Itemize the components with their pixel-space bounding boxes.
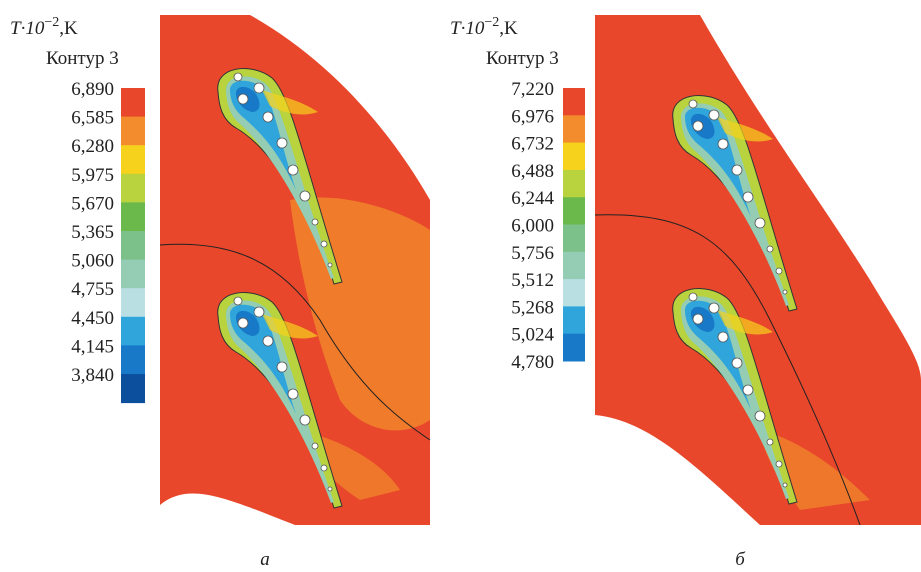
colorbar-label: 5,756 — [511, 243, 554, 264]
colorbar-segment — [563, 142, 585, 171]
colorbar-label: 5,268 — [511, 297, 554, 318]
title-exponent: −2 — [484, 15, 499, 30]
colorbar-label: 5,975 — [71, 165, 114, 186]
colorbar-segment — [563, 88, 585, 116]
colorbar-label: 6,732 — [511, 134, 554, 155]
colorbar-segment — [121, 316, 145, 346]
colorbar-segment — [121, 88, 145, 118]
colorbar-segment — [121, 288, 145, 318]
colorbar-segment — [563, 279, 585, 307]
colorbar-label: 3,840 — [71, 365, 114, 386]
colorbar-segment — [563, 251, 585, 280]
title-unit: ,K — [499, 18, 518, 39]
colorbar-segment — [121, 231, 145, 261]
colorbar-label: 6,890 — [71, 79, 114, 100]
contour-plot — [594, 15, 921, 526]
colorbar-segment — [121, 173, 145, 203]
colorbar-segment — [121, 374, 145, 404]
colorbar-label: 6,000 — [511, 216, 554, 237]
legend-subtitle: Контур 3 — [46, 48, 119, 69]
colorbar-label: 4,780 — [511, 352, 554, 373]
colorbar-segment — [563, 224, 585, 253]
colorbar-label: 5,365 — [71, 222, 114, 243]
colorbar-label: 5,060 — [71, 251, 114, 272]
colorbar-segment — [563, 333, 585, 362]
colorbar-segment — [563, 197, 585, 225]
title-unit: ,K — [59, 18, 78, 39]
panel-caption: а — [260, 549, 270, 570]
colorbar-segment — [563, 306, 585, 335]
title-base: T·10 — [450, 18, 485, 39]
colorbar-label: 7,220 — [511, 79, 554, 100]
legend-title: T·10−2,K — [10, 15, 78, 39]
colorbar-label: 6,280 — [71, 136, 114, 157]
colorbar-segment — [121, 202, 145, 232]
colorbar-label: 5,670 — [71, 193, 114, 214]
colorbar-label: 5,024 — [511, 325, 554, 346]
colorbar-segment — [121, 345, 145, 375]
colorbar-segment — [563, 169, 585, 198]
colorbar-label: 6,976 — [511, 106, 554, 127]
panel-caption: б — [735, 549, 746, 570]
colorbar-label: 4,145 — [71, 336, 114, 357]
colorbar-label: 4,755 — [71, 279, 114, 300]
colorbar-label: 5,512 — [511, 270, 554, 291]
colorbar-label: 6,585 — [71, 108, 114, 129]
colorbar-segment — [121, 116, 145, 146]
colorbar-segment — [121, 145, 145, 175]
contour-plot — [159, 15, 431, 525]
colorbar-label: 6,488 — [511, 161, 554, 182]
legend-subtitle: Контур 3 — [486, 48, 559, 69]
colorbar-label: 4,450 — [71, 308, 114, 329]
title-base: T·10 — [10, 18, 45, 39]
title-exponent: −2 — [44, 15, 59, 30]
colorbar-label: 6,244 — [511, 188, 554, 209]
colorbar-segment — [121, 259, 145, 289]
colorbar-segment — [563, 115, 585, 144]
legend-title: T·10−2,K — [450, 15, 518, 39]
